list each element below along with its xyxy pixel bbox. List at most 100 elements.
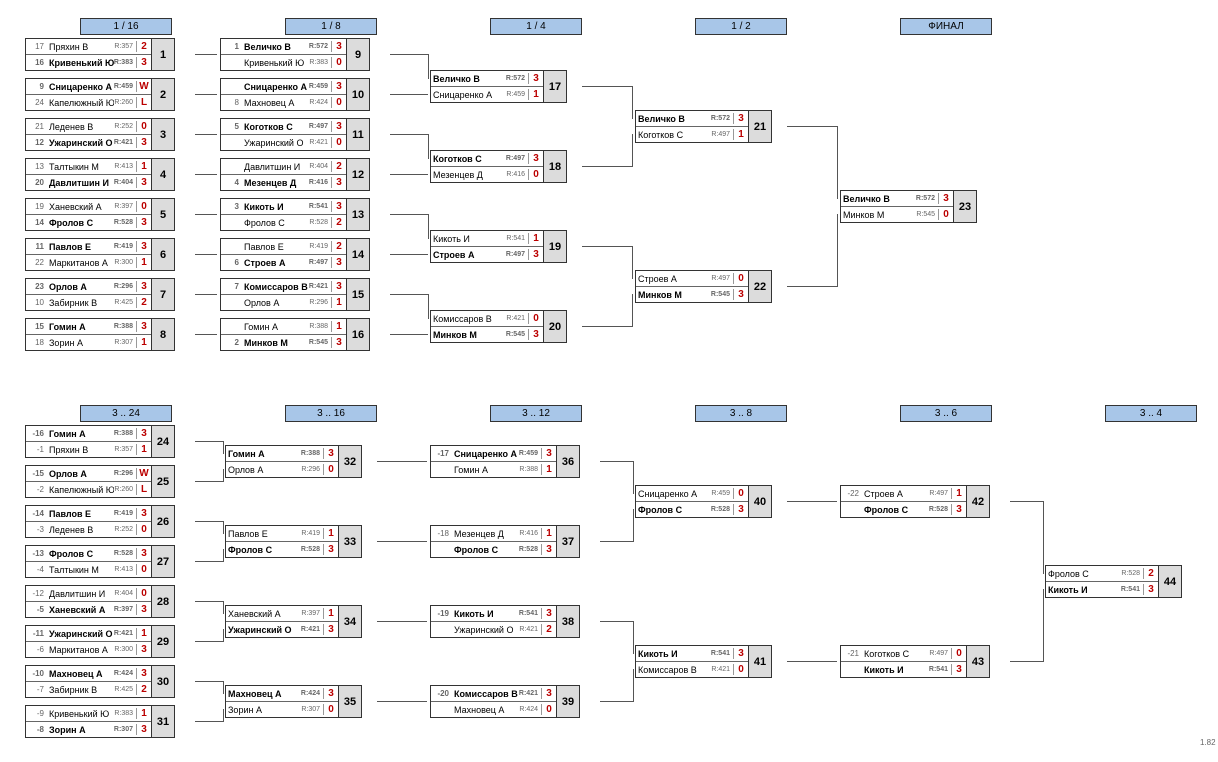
match-6[interactable]: 11Павлов ЕR:419322Маркитанов АR:30016 [25,238,175,271]
match-18[interactable]: Коготков СR:4973Мезенцев ДR:416018 [430,150,567,183]
match-7[interactable]: 23Орлов АR:296310Забирник ВR:42527 [25,278,175,311]
match-20[interactable]: Комиссаров ВR:4210Минков МR:545320 [430,310,567,343]
player-row: 2Минков МR:5453 [221,335,346,350]
match-4[interactable]: 13Талтыкин МR:413120Давлитшин ИR:40434 [25,158,175,191]
player-row: -2Капелюжный ЮR:260L [26,482,151,497]
rating: R:413 [114,163,136,170]
match-28[interactable]: -12Давлитшин ИR:4040-5Ханевский АR:39732… [25,585,175,618]
match-12[interactable]: Давлитшин ИR:40424Мезенцев ДR:416312 [220,158,370,191]
player-row: -5Ханевский АR:3973 [26,602,151,617]
rating: R:497 [309,259,331,266]
match-36[interactable]: -17Сницаренко АR:4593Гомин АR:388136 [430,445,580,478]
player-row: 12Ужаринский ОR:4213 [26,135,151,150]
match-17[interactable]: Величко ВR:5723Сницаренко АR:459117 [430,70,567,103]
player-row: 20Давлитшин ИR:4043 [26,175,151,190]
player-name: Коготков С [242,122,309,132]
connector [195,174,217,175]
match-24[interactable]: -16Гомин АR:3883-1Пряхин ВR:357124 [25,425,175,458]
match-2[interactable]: 9Сницаренко АR:459W24Капелюжный ЮR:260L2 [25,78,175,111]
rating: R:497 [309,123,331,130]
match-1[interactable]: 17Пряхин ВR:357216Кривенький ЮR:38331 [25,38,175,71]
seed: 20 [26,178,47,187]
match-10[interactable]: Сницаренко АR:45938Махновец АR:424010 [220,78,370,111]
score: 1 [541,528,556,539]
player-row: 16Кривенький ЮR:3833 [26,55,151,70]
match-15[interactable]: 7Комиссаров ВR:4213Орлов АR:296115 [220,278,370,311]
score: 3 [136,428,151,439]
version-footer: 1.82 [1200,738,1216,747]
player-name: Минков М [841,210,916,220]
seed: 19 [26,202,47,211]
player-name: Леденев В [47,122,114,132]
player-row: Величко ВR:5723 [431,71,543,87]
round-label: 3 .. 24 [80,405,172,422]
seed: -1 [26,445,47,454]
match-30[interactable]: -10Махновец АR:4243-7Забирник ВR:425230 [25,665,175,698]
round-header: 3 .. 12 [490,405,582,422]
match-11[interactable]: 5Коготков СR:4973Ужаринский ОR:421011 [220,118,370,151]
match-32[interactable]: Гомин АR:3883Орлов АR:296032 [225,445,362,478]
match-number: 27 [151,546,174,577]
score: 1 [331,297,346,308]
match-39[interactable]: -20Комиссаров ВR:4213Махновец АR:424039 [430,685,580,718]
player-row: Махновец АR:4240 [431,702,556,717]
player-row: 3Кикоть ИR:5413 [221,199,346,215]
score: 3 [136,668,151,679]
rating: R:541 [506,235,528,242]
match-25[interactable]: -15Орлов АR:296W-2Капелюжный ЮR:260L25 [25,465,175,498]
match-16[interactable]: Гомин АR:38812Минков МR:545316 [220,318,370,351]
match-33[interactable]: Павлов ЕR:4191Фролов СR:528333 [225,525,362,558]
rating: R:459 [309,83,331,90]
player-row: Орлов АR:2960 [226,462,338,477]
player-row: 22Маркитанов АR:3001 [26,255,151,270]
match-8[interactable]: 15Гомин АR:388318Зорин АR:30718 [25,318,175,351]
score: 0 [323,704,338,715]
rating: R:357 [114,43,136,50]
match-3[interactable]: 21Леденев ВR:252012Ужаринский ОR:42133 [25,118,175,151]
player-row: Строев АR:4973 [431,247,543,262]
match-13[interactable]: 3Кикоть ИR:5413Фролов СR:528213 [220,198,370,231]
match-9[interactable]: 1Величко ВR:5723Кривенький ЮR:38309 [220,38,370,71]
player-row: Сницаренко АR:4593 [221,79,346,95]
match-40[interactable]: Сницаренко АR:4590Фролов СR:528340 [635,485,772,518]
player-name: Забирник В [47,685,114,695]
match-27[interactable]: -13Фролов СR:5283-4Талтыкин МR:413027 [25,545,175,578]
match-35[interactable]: Махновец АR:4243Зорин АR:307035 [225,685,362,718]
player-name: Ханевский А [226,609,301,619]
match-29[interactable]: -11Ужаринский ОR:4211-6Маркитанов АR:300… [25,625,175,658]
match-22[interactable]: Строев АR:4970Минков МR:545322 [635,270,772,303]
match-23[interactable]: Величко ВR:5723Минков МR:545023 [840,190,977,223]
player-name: Махновец А [242,98,309,108]
match-31[interactable]: -9Кривенький ЮR:3831-8Зорин АR:307331 [25,705,175,738]
match-38[interactable]: -19Кикоть ИR:5413Ужаринский ОR:421238 [430,605,580,638]
match-41[interactable]: Кикоть ИR:5413Комиссаров ВR:421041 [635,645,772,678]
match-21[interactable]: Величко ВR:5723Коготков СR:497121 [635,110,772,143]
seed: -12 [26,589,47,598]
player-name: Комиссаров В [242,282,309,292]
round-label: 1 / 2 [695,18,787,35]
player-row: -14Павлов ЕR:4193 [26,506,151,522]
match-14[interactable]: Павлов ЕR:41926Строев АR:497314 [220,238,370,271]
match-43[interactable]: -21Коготков СR:4970Кикоть ИR:541343 [840,645,990,678]
match-19[interactable]: Кикоть ИR:5411Строев АR:497319 [430,230,567,263]
seed: -9 [26,709,47,718]
player-row: 1Величко ВR:5723 [221,39,346,55]
rating: R:419 [309,243,331,250]
score: 1 [136,257,151,268]
score: 3 [136,321,151,332]
match-34[interactable]: Ханевский АR:3971Ужаринский ОR:421334 [225,605,362,638]
seed: -7 [26,685,47,694]
player-row: Махновец АR:4243 [226,686,338,702]
match-26[interactable]: -14Павлов ЕR:4193-3Леденев ВR:252026 [25,505,175,538]
connector [390,134,429,159]
round-label: 3 .. 6 [900,405,992,422]
match-5[interactable]: 19Ханевский АR:397014Фролов СR:52835 [25,198,175,231]
match-42[interactable]: -22Строев АR:4971Фролов СR:528342 [840,485,990,518]
rating: R:541 [309,203,331,210]
match-37[interactable]: -18Мезенцев ДR:4161Фролов СR:528337 [430,525,580,558]
match-number: 3 [151,119,174,150]
match-44[interactable]: Фролов СR:5282Кикоть ИR:541344 [1045,565,1182,598]
score: 3 [136,548,151,559]
seed: -19 [431,609,452,618]
seed: 18 [26,338,47,347]
